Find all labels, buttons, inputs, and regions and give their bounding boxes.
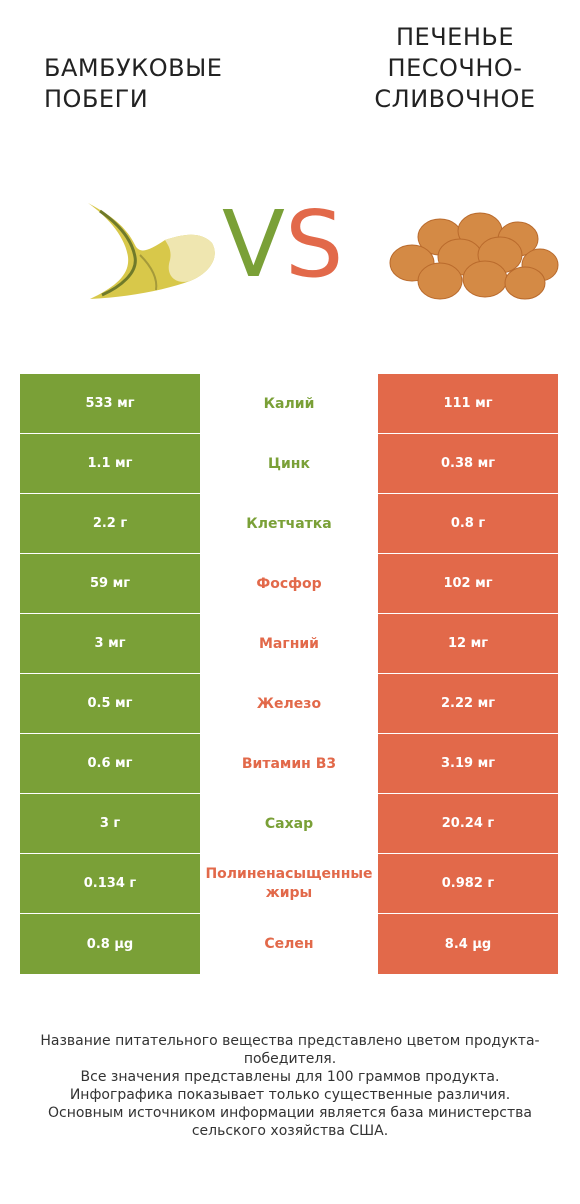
left-product-title: БАМБУКОВЫЕ ПОБЕГИ: [44, 54, 223, 113]
right-value: 111 мг: [378, 374, 558, 433]
left-value: 3 г: [20, 794, 200, 853]
nutrient-name-text: Клетчатка: [246, 515, 332, 532]
vs-v-letter: V: [222, 191, 285, 298]
footer-line: Название питательного вещества представл…: [40, 1033, 540, 1067]
right-value: 0.38 мг: [378, 434, 558, 493]
table-row: 0.6 мг Витамин B3 3.19 мг: [20, 734, 558, 794]
nutrient-name: Цинк: [200, 434, 378, 494]
right-value: 2.22 мг: [378, 674, 558, 733]
table-row: 533 мг Калий 111 мг: [20, 374, 558, 434]
nutrient-name: Клетчатка: [200, 494, 378, 554]
nutrient-name-text: Железо: [256, 695, 322, 712]
table-row: 0.8 µg Селен 8.4 µg: [20, 914, 558, 974]
nutrient-name: Витамин B3: [200, 734, 378, 794]
left-value: 533 мг: [20, 374, 200, 433]
vs-s-letter: S: [284, 191, 344, 298]
shortbread-cookies-image: [389, 212, 559, 300]
nutrient-name-text: Селен: [264, 935, 314, 952]
nutrient-name: Фосфор: [200, 554, 378, 614]
nutrient-name: Калий: [200, 374, 378, 434]
table-row: 0.134 г Полиненасыщенные жиры 0.982 г: [20, 854, 558, 914]
left-value: 0.8 µg: [20, 914, 200, 974]
right-value: 8.4 µg: [378, 914, 558, 974]
footer-notes: Название питательного вещества представл…: [20, 1032, 560, 1140]
left-value: 2.2 г: [20, 494, 200, 553]
table-row: 3 мг Магний 12 мг: [20, 614, 558, 674]
nutrient-name: Селен: [200, 914, 378, 974]
nutrient-name-text: Цинк: [268, 455, 310, 472]
right-value: 12 мг: [378, 614, 558, 673]
left-value: 0.6 мг: [20, 734, 200, 793]
nutrient-name-text: Витамин B3: [241, 755, 337, 772]
right-value: 102 мг: [378, 554, 558, 613]
table-row: 2.2 г Клетчатка 0.8 г: [20, 494, 558, 554]
nutrient-name-text: Полиненасыщенные жиры: [205, 866, 373, 901]
nutrient-name: Магний: [200, 614, 378, 674]
table-row: 3 г Сахар 20.24 г: [20, 794, 558, 854]
nutrient-comparison-table: 533 мг Калий 111 мг 1.1 мг Цинк 0.38 мг 2.2 г К…: [20, 374, 558, 974]
table-row: 59 мг Фосфор 102 мг: [20, 554, 558, 614]
right-value: 0.982 г: [378, 854, 558, 913]
nutrient-name-text: Магний: [259, 635, 319, 652]
footer-line: Инфографика показывает только существенн…: [69, 1087, 511, 1103]
nutrient-name: Железо: [200, 674, 378, 734]
left-value: 59 мг: [20, 554, 200, 613]
nutrient-name: Полиненасыщенные жиры: [200, 854, 378, 914]
bamboo-shoot-image: [88, 203, 215, 299]
table-row: 1.1 мг Цинк 0.38 мг: [20, 434, 558, 494]
left-value: 1.1 мг: [20, 434, 200, 493]
right-value: 0.8 г: [378, 494, 558, 553]
left-value: 0.134 г: [20, 854, 200, 913]
left-value: 3 мг: [20, 614, 200, 673]
footer-line: Основным источником информации является …: [48, 1105, 532, 1139]
right-value: 3.19 мг: [378, 734, 558, 793]
nutrient-name-text: Калий: [263, 395, 315, 412]
table-row: 0.5 мг Железо 2.22 мг: [20, 674, 558, 734]
left-value: 0.5 мг: [20, 674, 200, 733]
right-product-title: ПЕЧЕНЬЕ ПЕСОЧНО-СЛИВОЧНОЕ: [374, 23, 536, 113]
nutrient-name-text: Фосфор: [256, 575, 322, 592]
nutrient-name: Сахар: [200, 794, 378, 854]
right-value: 20.24 г: [378, 794, 558, 853]
nutrient-name-text: Сахар: [264, 815, 314, 832]
versus-label: VS: [222, 195, 343, 295]
footer-line: Все значения представлены для 100 граммо…: [80, 1069, 500, 1085]
